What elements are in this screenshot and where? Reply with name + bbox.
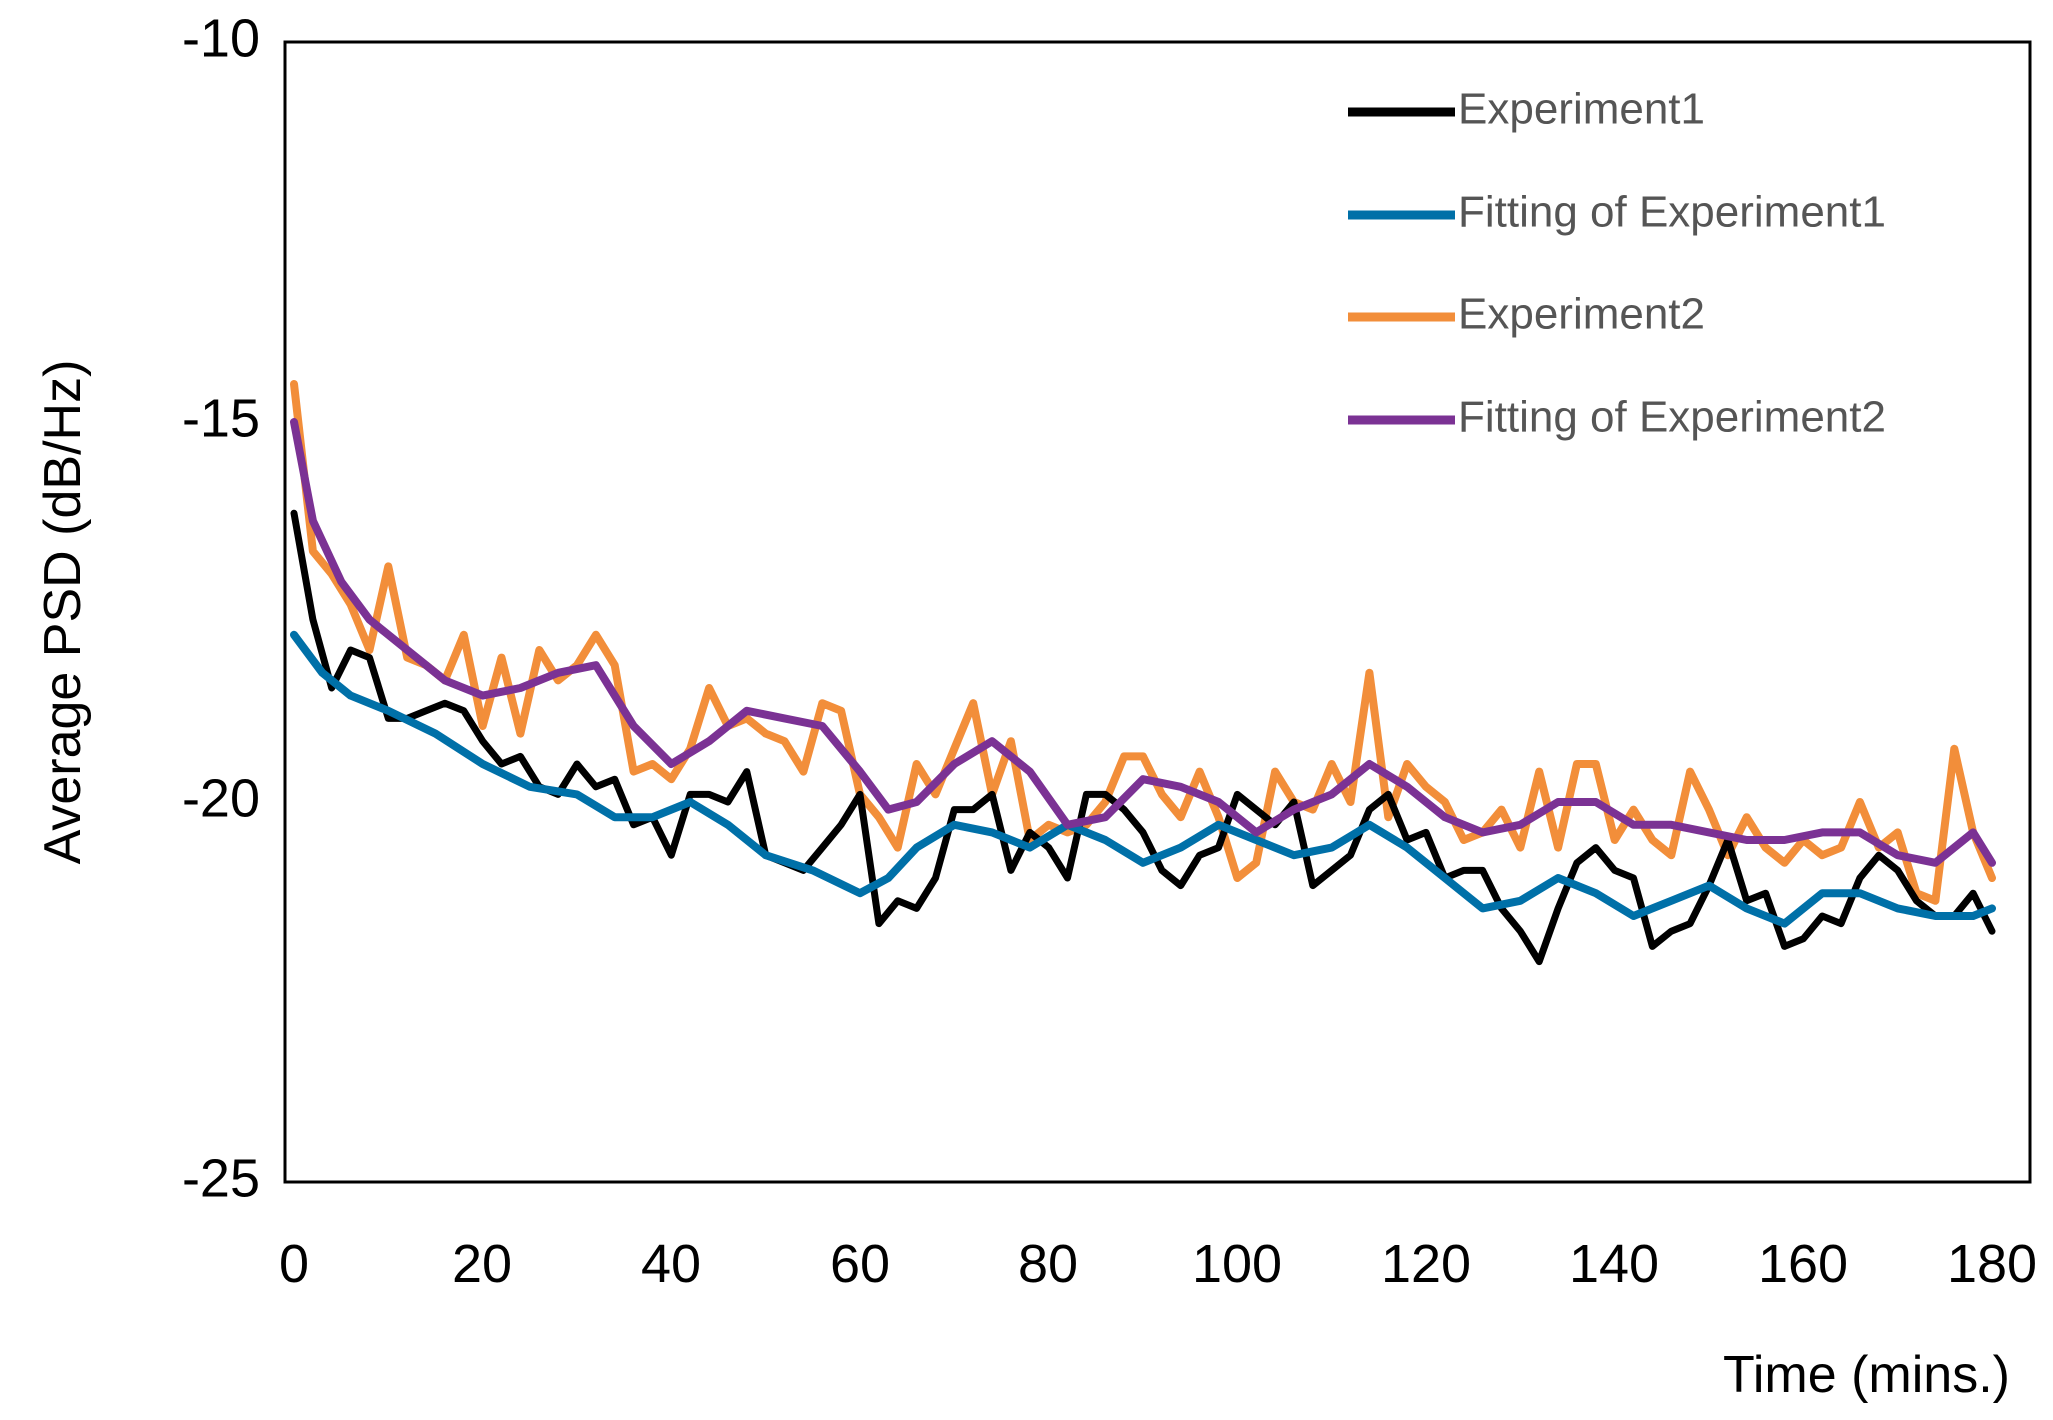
x-axis-title: Time (mins.)	[1723, 1346, 2010, 1404]
y-axis-tick-labels: -10 -15 -20 -25	[182, 8, 260, 1208]
series-lines	[290, 380, 1996, 966]
legend-label-fitting-experiment2: Fitting of Experiment2	[1458, 393, 1886, 442]
series-line-fitting-of-experiment1	[290, 630, 1996, 928]
x-axis-tick-labels: 0 20 40 60 80 100 120 140 160 180	[279, 1234, 2037, 1294]
x-tick-label: 120	[1381, 1234, 1471, 1294]
y-tick-label: -20	[182, 768, 260, 828]
x-tick-label: 100	[1192, 1234, 1282, 1294]
x-tick-label: 0	[279, 1234, 309, 1294]
y-tick-label: -15	[182, 388, 260, 448]
y-tick-label: -25	[182, 1148, 260, 1208]
x-tick-label: 140	[1569, 1234, 1659, 1294]
legend-label-fitting-experiment1: Fitting of Experiment1	[1458, 188, 1886, 237]
x-tick-label: 40	[641, 1234, 701, 1294]
x-tick-label: 180	[1947, 1234, 2037, 1294]
x-tick-label: 80	[1018, 1234, 1078, 1294]
y-axis-title: Average PSD (dB/Hz)	[34, 360, 92, 865]
x-tick-label: 20	[452, 1234, 512, 1294]
x-tick-label: 160	[1758, 1234, 1848, 1294]
legend-label-experiment1: Experiment1	[1458, 85, 1705, 134]
chart-legend: Experiment1 Fitting of Experiment1 Exper…	[1348, 85, 1886, 442]
x-tick-label: 60	[830, 1234, 890, 1294]
y-tick-label: -10	[182, 8, 260, 68]
legend-label-experiment2: Experiment2	[1458, 290, 1705, 339]
series-line-fitting-of-experiment2	[290, 418, 1996, 867]
plot-area-frame	[283, 40, 2032, 1184]
